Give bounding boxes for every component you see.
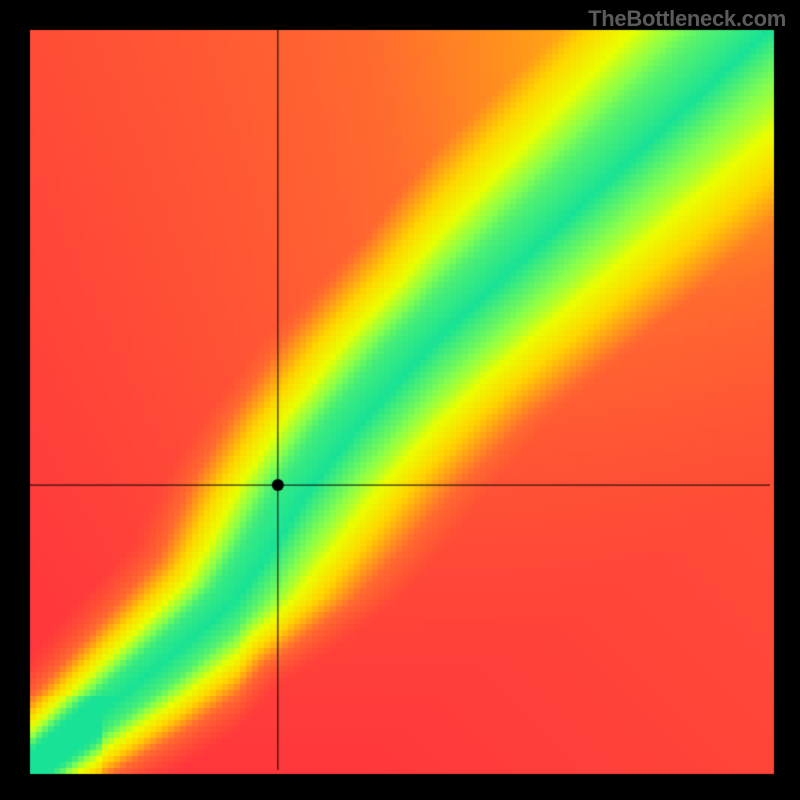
chart-container: TheBottleneck.com: [0, 0, 800, 800]
watermark-text: TheBottleneck.com: [588, 6, 786, 32]
heatmap-canvas: [0, 0, 800, 800]
